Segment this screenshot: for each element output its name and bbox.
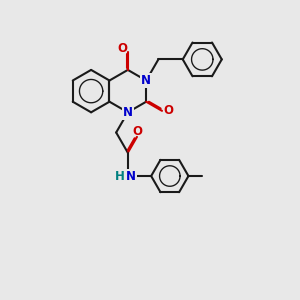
- Text: N: N: [141, 74, 151, 87]
- Text: O: O: [164, 104, 173, 117]
- Text: H: H: [115, 169, 124, 182]
- Text: O: O: [118, 42, 128, 55]
- Text: O: O: [132, 125, 142, 138]
- Text: N: N: [123, 106, 133, 119]
- Text: N: N: [126, 169, 136, 182]
